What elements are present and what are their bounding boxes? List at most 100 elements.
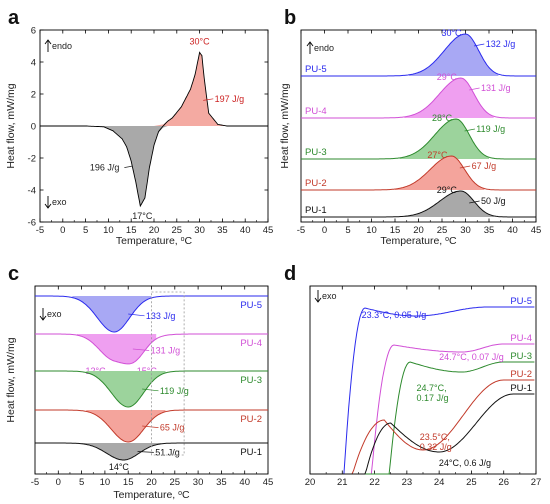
enthalpy-label: 197 J/g xyxy=(215,94,245,104)
x-axis-unit: C xyxy=(182,489,190,501)
peak-temperature-label: 29°C xyxy=(437,72,458,82)
peak-area-pu-4 xyxy=(404,78,494,118)
x-tick-label: 45 xyxy=(263,225,274,236)
enthalpy-label: 67 J/g xyxy=(472,161,497,171)
transition-label: 24°C, 0.6 J/g xyxy=(439,458,491,468)
transition-label: 23.5°C, xyxy=(420,432,450,442)
direction-label: endo xyxy=(52,41,72,51)
peak-area-pu-5 xyxy=(72,296,152,332)
direction-arrow-head xyxy=(306,41,314,47)
series-label: PU-1 xyxy=(305,205,327,216)
x-axis-label: Temperature, oC xyxy=(116,235,193,247)
annotation-leader xyxy=(132,348,150,351)
direction-arrow-head xyxy=(44,203,52,209)
panel-label: a xyxy=(8,7,20,29)
y-tick-label: 0 xyxy=(31,122,36,133)
y-tick-label: -6 xyxy=(28,218,36,229)
annotation-leader xyxy=(473,43,485,47)
x-tick-label: 26 xyxy=(498,477,509,488)
dsc-curve-pu-2 xyxy=(301,155,536,191)
annotation-leader xyxy=(137,451,154,453)
x-tick-label: 10 xyxy=(100,477,111,488)
y-axis-label: Heat flow, mW/mg xyxy=(5,83,17,168)
zoom-region-box xyxy=(151,291,185,456)
x-axis-label: Temperature, oC xyxy=(113,489,190,501)
peak-area-pu-1 xyxy=(81,443,161,460)
x-tick-label: 25 xyxy=(437,225,448,236)
enthalpy-label: 119 J/g xyxy=(476,124,505,134)
series-label: PU-3 xyxy=(305,147,327,158)
annotation-leader xyxy=(469,87,480,91)
direction-label: exo xyxy=(322,291,337,301)
peak-area-pu-3 xyxy=(399,119,489,159)
x-tick-label: 40 xyxy=(507,225,518,236)
dsc-curve-pu-4 xyxy=(310,343,535,475)
x-tick-label: 20 xyxy=(413,225,424,236)
series-label: PU-5 xyxy=(240,300,262,311)
x-tick-label: 5 xyxy=(345,225,350,236)
direction-arrow-head xyxy=(44,39,52,45)
y-axis-label: Heat flow, mW/mg xyxy=(279,83,291,168)
peak-temperature-label: 30°C xyxy=(441,28,462,38)
transition-label: 0.17 J/g xyxy=(417,393,449,403)
annotation-leader xyxy=(142,425,159,428)
x-tick-label: 40 xyxy=(239,477,250,488)
y-tick-label: -2 xyxy=(28,154,36,165)
annotation-leader xyxy=(203,98,214,101)
dsc-curve-pu-5 xyxy=(301,33,536,77)
enthalpy-label: 131 J/g xyxy=(151,346,181,356)
transition-label: 23.3°C, 0.05 J/g xyxy=(362,310,427,320)
peak-area-pu-4 xyxy=(76,334,157,364)
series-label: PU-4 xyxy=(305,106,327,117)
panel-label: d xyxy=(284,263,296,285)
peak-temperature-label: 17°C xyxy=(132,211,153,221)
x-tick-label: 0 xyxy=(322,225,327,236)
peak-temperature-label: 29°C xyxy=(437,185,458,195)
series-label: PU-5 xyxy=(510,296,532,307)
series-label: PU-3 xyxy=(510,351,532,362)
annotation-leader xyxy=(142,388,159,392)
dsc-curve-pu-5 xyxy=(310,306,535,475)
peak-area-pu-1 xyxy=(404,191,494,217)
x-tick-label: 10 xyxy=(366,225,377,236)
x-tick-label: 20 xyxy=(305,477,316,488)
dsc-curve-pu-3 xyxy=(301,118,536,160)
x-tick-label: 25 xyxy=(170,477,181,488)
transition-label: 0.32 J/g xyxy=(420,442,452,452)
peak-temperature-label: 28°C xyxy=(432,113,453,123)
annotation-leader xyxy=(128,313,145,317)
peak-area-pu-2 xyxy=(395,156,485,190)
x-tick-label: 20 xyxy=(149,225,160,236)
x-tick-label: 0 xyxy=(60,225,65,236)
x-axis-unit-degree: o xyxy=(445,236,449,243)
x-tick-label: 10 xyxy=(103,225,114,236)
direction-label: endo xyxy=(314,43,334,53)
y-axis-label: Heat flow, mW/mg xyxy=(5,337,17,422)
series-label: PU-4 xyxy=(240,338,262,349)
x-tick-label: 30 xyxy=(460,225,471,236)
dsc-curve-pu-4 xyxy=(301,77,536,119)
x-tick-label: 25 xyxy=(466,477,477,488)
enthalpy-label: 51 J/g xyxy=(155,447,180,457)
series-label: PU-1 xyxy=(240,447,262,458)
x-tick-label: 15 xyxy=(126,225,137,236)
x-tick-label: 35 xyxy=(484,225,495,236)
series-label: PU-2 xyxy=(305,178,327,189)
enthalpy-label: 50 J/g xyxy=(481,196,506,206)
dsc-curve-pu-1 xyxy=(301,190,536,218)
heat-flow-curve xyxy=(40,51,268,208)
x-tick-label: -5 xyxy=(31,477,39,488)
dsc-curve-pu-2 xyxy=(35,409,268,443)
y-tick-label: 2 xyxy=(31,90,36,101)
direction-arrow-head xyxy=(39,315,47,321)
x-tick-label: 21 xyxy=(337,477,348,488)
annotation-leader xyxy=(459,165,471,169)
x-tick-label: 40 xyxy=(240,225,251,236)
x-tick-label: 27 xyxy=(531,477,542,488)
x-tick-label: 15 xyxy=(390,225,401,236)
enthalpy-label: 119 J/g xyxy=(160,386,189,396)
x-tick-label: 35 xyxy=(216,477,227,488)
crystallization-peak-area xyxy=(40,126,177,206)
annotation-leader xyxy=(469,200,480,204)
